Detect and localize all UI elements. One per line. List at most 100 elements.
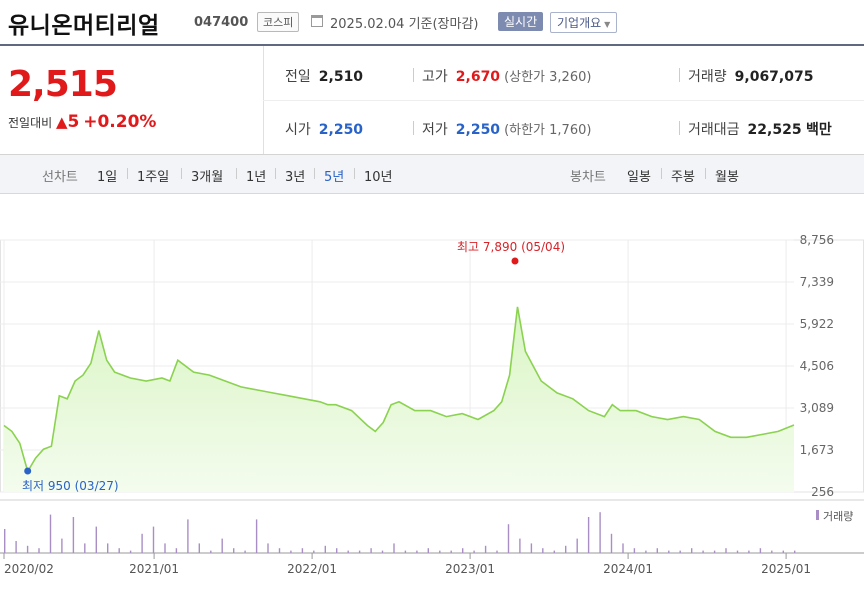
volume-legend-swatch [816,510,819,520]
tab-weekly[interactable]: 주봉 [671,170,695,185]
volume-legend: 거래량 [823,510,853,523]
price-chart: 8,756 7,339 5,922 4,506 3,089 1,673 256 2020/02… [0,233,864,576]
volume-bar [267,543,269,553]
volume-bar [713,550,716,553]
tab-1d[interactable]: 1일 [97,170,118,185]
day-high: 고가 2,670 (상한가 3,260) [422,66,591,86]
max-point [511,257,519,265]
y-tick-label: 256 [811,485,834,499]
volume-bar [462,548,464,553]
volume-bar [794,550,796,553]
volume-bar [187,519,189,553]
volume-value: 9,067,075 [734,69,814,85]
volume-bar [736,550,739,553]
volume-bar [702,550,704,553]
volume-bar [782,550,784,553]
tab-5y[interactable]: 5년 [324,170,345,185]
up-arrow-icon: ▲ [56,113,68,131]
volume-bar [26,545,29,553]
tab-daily[interactable]: 일봉 [627,170,651,185]
volume-bar [691,548,693,553]
volume-bar [439,550,441,553]
volume-bar [61,538,63,553]
stock-code: 047400 [194,15,249,30]
volume-bar [656,548,658,553]
prev-close-value: 2,510 [318,69,364,85]
y-tick-label: 5,922 [800,317,834,331]
quote-date: 2025.02.04 기준(장마감) [330,17,479,32]
volume-bar [496,550,498,553]
volume-bar [393,543,395,553]
volume-bar [118,548,120,553]
volume-bar [210,550,212,553]
chart-period-tabs: 선차트 1일 1주일 3개월 1년 3년 5년 10년 봉차트 일봉 주봉 월봉 [0,155,864,194]
open-price: 시가 2,250 [285,119,363,139]
volume-bar [473,550,475,553]
volume-bar [129,550,132,553]
realtime-button[interactable]: 실시간 [498,12,544,31]
volume-bar [370,548,372,553]
tab-1w[interactable]: 1주일 [137,170,170,185]
trade-value-label: 거래대금 [688,122,740,138]
chevron-down-icon: ▼ [604,20,611,29]
volume-bar [164,543,166,553]
volume-bar [278,548,281,553]
volume-bar [622,543,624,553]
volume-bar [427,548,429,553]
volume-bar [255,519,258,553]
market-badge: 코스피 [257,12,300,32]
volume-bar [484,545,487,553]
tab-10y[interactable]: 10년 [364,170,393,185]
volume-bar [587,517,590,553]
x-tick-label: 2022/01 [287,562,337,576]
day-low: 저가 2,250 (하한가 1,760) [422,119,591,139]
volume-bar [175,548,178,553]
change-amount: 5 [67,112,80,132]
tab-3m[interactable]: 3개월 [191,170,224,185]
volume-bar [198,543,200,553]
volume-bar [358,550,361,553]
price-summary: 2,515 전일대비 ▲5 +0.20% 전일 2,510 고가 2,670 (상한가… [0,46,864,155]
volume-bar [152,526,155,553]
price-box: 2,515 전일대비 ▲5 +0.20% [0,46,264,154]
volume-bar [771,550,773,553]
company-info-dropdown[interactable]: 기업개요 ▼ [550,12,618,33]
max-label: 최고 7,890 (05/04) [457,240,565,254]
volume-bar [759,548,762,553]
y-tick-label: 3,089 [800,401,834,415]
volume-bar [542,548,544,553]
volume-bar [416,550,418,553]
volume-bar [244,550,246,553]
volume-bar [15,541,17,553]
volume-bar [38,548,40,553]
volume-bar [381,550,384,553]
volume-bar [645,550,647,553]
trade-value-unit: 백만 [806,122,832,138]
prev-close-label: 전일 [285,69,311,85]
y-tick-label: 8,756 [800,233,834,247]
volume-bar [565,545,567,553]
tab-1y[interactable]: 1년 [246,170,267,185]
volume-bar [221,538,223,553]
volume-bar [519,538,521,553]
open-label: 시가 [285,122,311,138]
stock-name: 유니온머티리얼 [8,13,160,39]
volume-bar [72,517,75,553]
price-change: 전일대비 ▲5 +0.20% [8,112,156,132]
volume-bar [233,548,235,553]
min-point [24,467,32,475]
volume-bar [49,514,52,553]
tab-3y[interactable]: 3년 [285,170,306,185]
volume-bar [84,543,86,553]
x-tick-label: 2025/01 [761,562,811,576]
tab-monthly[interactable]: 월봉 [715,170,739,185]
volume-bar [107,543,109,553]
change-label: 전일대비 [8,116,53,130]
volume-bar [610,533,613,553]
volume-bar [4,529,6,553]
volume-bar [668,550,670,553]
x-tick-label: 2024/01 [603,562,653,576]
price-area [4,306,794,492]
high-label: 고가 [422,69,448,85]
volume-bar [633,548,636,553]
